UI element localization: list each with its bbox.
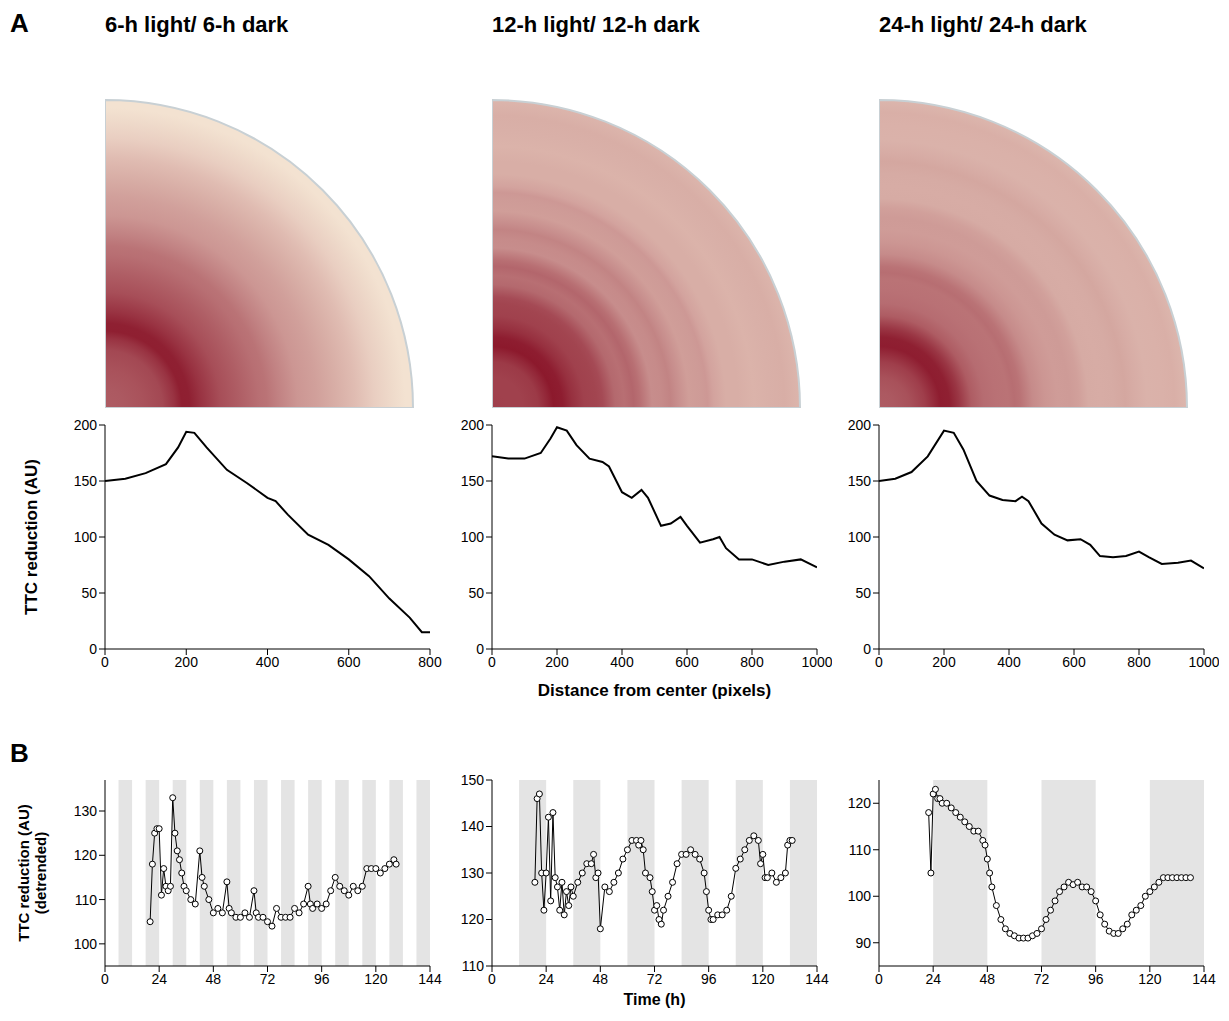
svg-text:200: 200 bbox=[545, 654, 569, 670]
svg-text:50: 50 bbox=[468, 585, 484, 601]
svg-text:90: 90 bbox=[855, 935, 871, 951]
svg-text:100: 100 bbox=[848, 529, 872, 545]
svg-text:200: 200 bbox=[74, 417, 98, 433]
html-text:TTC reduction (AU): TTC reduction (AU) bbox=[22, 459, 42, 615]
svg-text:24: 24 bbox=[925, 971, 941, 987]
html-text:TTC reduction (AU): TTC reduction (AU) bbox=[14, 804, 32, 942]
svg-text:100: 100 bbox=[848, 888, 872, 904]
svg-text:50: 50 bbox=[81, 585, 97, 601]
svg-text:110: 110 bbox=[462, 958, 485, 974]
svg-text:200: 200 bbox=[175, 654, 199, 670]
svg-text:144: 144 bbox=[805, 971, 829, 987]
svg-text:1000: 1000 bbox=[801, 654, 832, 670]
svg-text:400: 400 bbox=[997, 654, 1021, 670]
html-text:24-h light/ 24-h dark: 24-h light/ 24-h dark bbox=[879, 12, 1087, 37]
svg-text:1000: 1000 bbox=[1188, 654, 1219, 670]
svg-text:600: 600 bbox=[1062, 654, 1086, 670]
html-text:B: B bbox=[10, 738, 29, 768]
svg-text:130: 130 bbox=[74, 803, 98, 819]
svg-text:96: 96 bbox=[701, 971, 717, 987]
svg-text:96: 96 bbox=[1088, 971, 1104, 987]
svg-text:130: 130 bbox=[461, 865, 485, 881]
svg-text:0: 0 bbox=[863, 641, 871, 657]
svg-text:800: 800 bbox=[740, 654, 764, 670]
svg-text:140: 140 bbox=[461, 818, 485, 834]
svg-text:120: 120 bbox=[848, 795, 872, 811]
svg-text:0: 0 bbox=[101, 654, 109, 670]
svg-text:120: 120 bbox=[74, 847, 98, 863]
svg-text:100: 100 bbox=[74, 936, 98, 952]
html-text:(detrended): (detrended) bbox=[32, 831, 49, 915]
svg-text:24: 24 bbox=[151, 971, 167, 987]
svg-text:50: 50 bbox=[855, 585, 871, 601]
svg-text:0: 0 bbox=[476, 641, 484, 657]
svg-text:110: 110 bbox=[849, 842, 872, 858]
svg-text:600: 600 bbox=[675, 654, 699, 670]
html-text:Time (h): Time (h) bbox=[623, 991, 686, 1008]
svg-text:200: 200 bbox=[848, 417, 872, 433]
svg-text:0: 0 bbox=[875, 971, 883, 987]
svg-text:600: 600 bbox=[337, 654, 361, 670]
svg-text:144: 144 bbox=[418, 971, 442, 987]
svg-text:0: 0 bbox=[89, 641, 97, 657]
svg-text:72: 72 bbox=[1034, 971, 1050, 987]
svg-text:100: 100 bbox=[74, 529, 98, 545]
svg-text:72: 72 bbox=[647, 971, 663, 987]
svg-text:72: 72 bbox=[260, 971, 276, 987]
svg-text:0: 0 bbox=[101, 971, 109, 987]
svg-text:400: 400 bbox=[610, 654, 634, 670]
html-text:A: A bbox=[10, 8, 29, 38]
svg-text:0: 0 bbox=[488, 971, 496, 987]
svg-text:48: 48 bbox=[980, 971, 996, 987]
svg-text:110: 110 bbox=[75, 892, 98, 908]
html-text:12-h light/ 12-h dark: 12-h light/ 12-h dark bbox=[492, 12, 700, 37]
svg-text:200: 200 bbox=[461, 417, 485, 433]
svg-text:150: 150 bbox=[848, 473, 872, 489]
svg-text:144: 144 bbox=[1192, 971, 1216, 987]
svg-text:150: 150 bbox=[74, 473, 98, 489]
svg-text:100: 100 bbox=[461, 529, 485, 545]
svg-text:800: 800 bbox=[418, 654, 442, 670]
svg-text:0: 0 bbox=[488, 654, 496, 670]
svg-text:150: 150 bbox=[461, 473, 485, 489]
svg-text:150: 150 bbox=[461, 772, 485, 788]
svg-text:48: 48 bbox=[593, 971, 609, 987]
svg-text:120: 120 bbox=[1138, 971, 1162, 987]
svg-text:24: 24 bbox=[538, 971, 554, 987]
svg-text:400: 400 bbox=[256, 654, 280, 670]
svg-text:120: 120 bbox=[751, 971, 775, 987]
svg-text:800: 800 bbox=[1127, 654, 1151, 670]
html-text:Distance from center (pixels): Distance from center (pixels) bbox=[537, 681, 772, 700]
svg-text:120: 120 bbox=[461, 911, 485, 927]
svg-text:96: 96 bbox=[314, 971, 330, 987]
svg-text:48: 48 bbox=[206, 971, 222, 987]
svg-text:200: 200 bbox=[932, 654, 956, 670]
html-text:6-h light/ 6-h dark: 6-h light/ 6-h dark bbox=[105, 12, 289, 37]
svg-text:0: 0 bbox=[875, 654, 883, 670]
svg-text:120: 120 bbox=[364, 971, 388, 987]
